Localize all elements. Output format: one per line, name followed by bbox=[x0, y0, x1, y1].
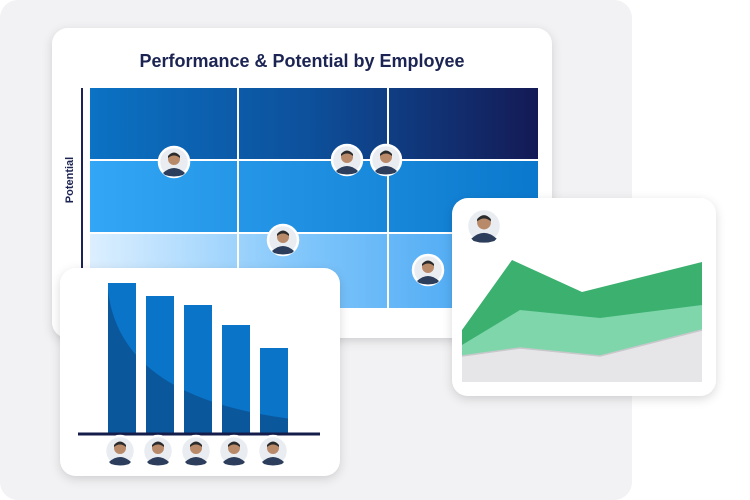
avatar bbox=[411, 253, 445, 287]
area-card bbox=[452, 198, 716, 396]
avatar bbox=[330, 143, 364, 177]
area-edge bbox=[461, 329, 703, 357]
avatar bbox=[217, 434, 251, 468]
avatar bbox=[141, 434, 175, 468]
avatar bbox=[465, 207, 503, 245]
avatar bbox=[103, 434, 137, 468]
area-gray bbox=[462, 330, 702, 382]
bar-card bbox=[60, 268, 340, 476]
avatar bbox=[369, 143, 403, 177]
avatar bbox=[266, 223, 300, 257]
grid-row bbox=[90, 88, 538, 160]
avatar bbox=[179, 434, 213, 468]
curve-overlay bbox=[108, 290, 288, 433]
avatar bbox=[256, 434, 290, 468]
avatar bbox=[157, 145, 191, 179]
card-title: Performance & Potential by Employee bbox=[139, 51, 464, 71]
y-axis-label: Potential bbox=[64, 157, 76, 203]
